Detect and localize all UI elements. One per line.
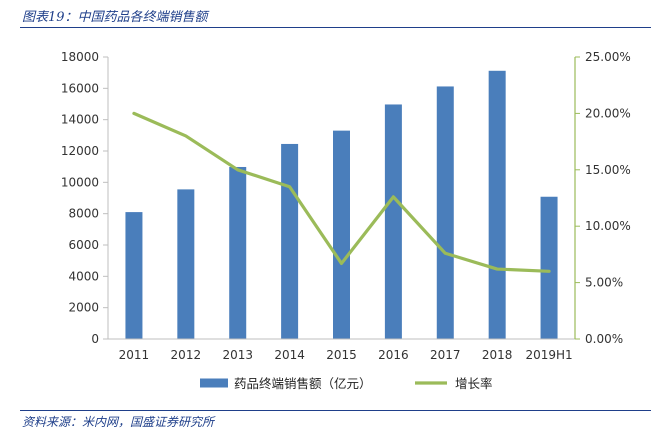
- bar-2019H1: [540, 196, 558, 339]
- left-tick-label: 8000: [68, 207, 99, 221]
- x-tick-label: 2018: [482, 348, 513, 362]
- axes: 0 2000 4000 6000 8000 10000 12000 14000 16000 180…: [61, 50, 631, 362]
- legend-bar-swatch: [200, 378, 228, 388]
- x-tick-label: 2015: [326, 348, 357, 362]
- right-tick-label: 5.00%: [585, 276, 623, 290]
- x-tick-label: 2013: [222, 348, 253, 362]
- bar-2014: [281, 143, 299, 339]
- source-note: 资料来源：米内网，国盛证券研究所: [22, 415, 215, 429]
- left-tick-label: 2000: [68, 301, 99, 315]
- growth-line-series: [132, 111, 551, 273]
- legend-bar-label: 药品终端销售额（亿元）: [234, 376, 372, 391]
- bar-2015: [333, 130, 350, 339]
- x-tick-label: 2017: [430, 348, 461, 362]
- left-tick-label: 4000: [68, 269, 99, 283]
- x-tick-label: 2016: [378, 348, 409, 362]
- bar-2011: [125, 212, 143, 339]
- x-tick-label: 2019H1: [525, 348, 572, 362]
- bar-2016: [384, 104, 402, 339]
- left-tick-label: 14000: [61, 113, 99, 127]
- legend: 药品终端销售额（亿元） 增长率: [200, 376, 493, 391]
- right-tick-label: 25.00%: [585, 50, 631, 64]
- bar-2013: [229, 166, 247, 339]
- growth-rate-line: [132, 111, 551, 273]
- left-tick-label: 0: [91, 332, 99, 346]
- left-tick-label: 18000: [61, 50, 99, 64]
- right-tick-label: 10.00%: [585, 219, 631, 233]
- x-tick-label: 2011: [119, 348, 150, 362]
- bar-2012: [177, 189, 195, 339]
- x-tick-label: 2012: [171, 348, 202, 362]
- left-tick-label: 12000: [61, 144, 99, 158]
- bar-series: [125, 70, 558, 339]
- bar-2018: [488, 70, 506, 339]
- left-tick-label: 16000: [61, 81, 99, 95]
- left-tick-label: 10000: [61, 175, 99, 189]
- footer-rule: [20, 410, 651, 411]
- right-tick-label: 0.00%: [585, 332, 623, 346]
- bar-2017: [436, 86, 454, 339]
- legend-line-label: 增长率: [455, 376, 493, 391]
- right-tick-label: 20.00%: [585, 106, 631, 120]
- chart: 0 2000 4000 6000 8000 10000 12000 14000 16000 180…: [61, 50, 631, 391]
- header-rule: [20, 27, 651, 28]
- right-tick-label: 15.00%: [585, 163, 631, 177]
- x-tick-label: 2014: [274, 348, 305, 362]
- left-tick-label: 6000: [68, 238, 99, 252]
- figure-title: 图表19：中国药品各终端销售额: [22, 10, 208, 25]
